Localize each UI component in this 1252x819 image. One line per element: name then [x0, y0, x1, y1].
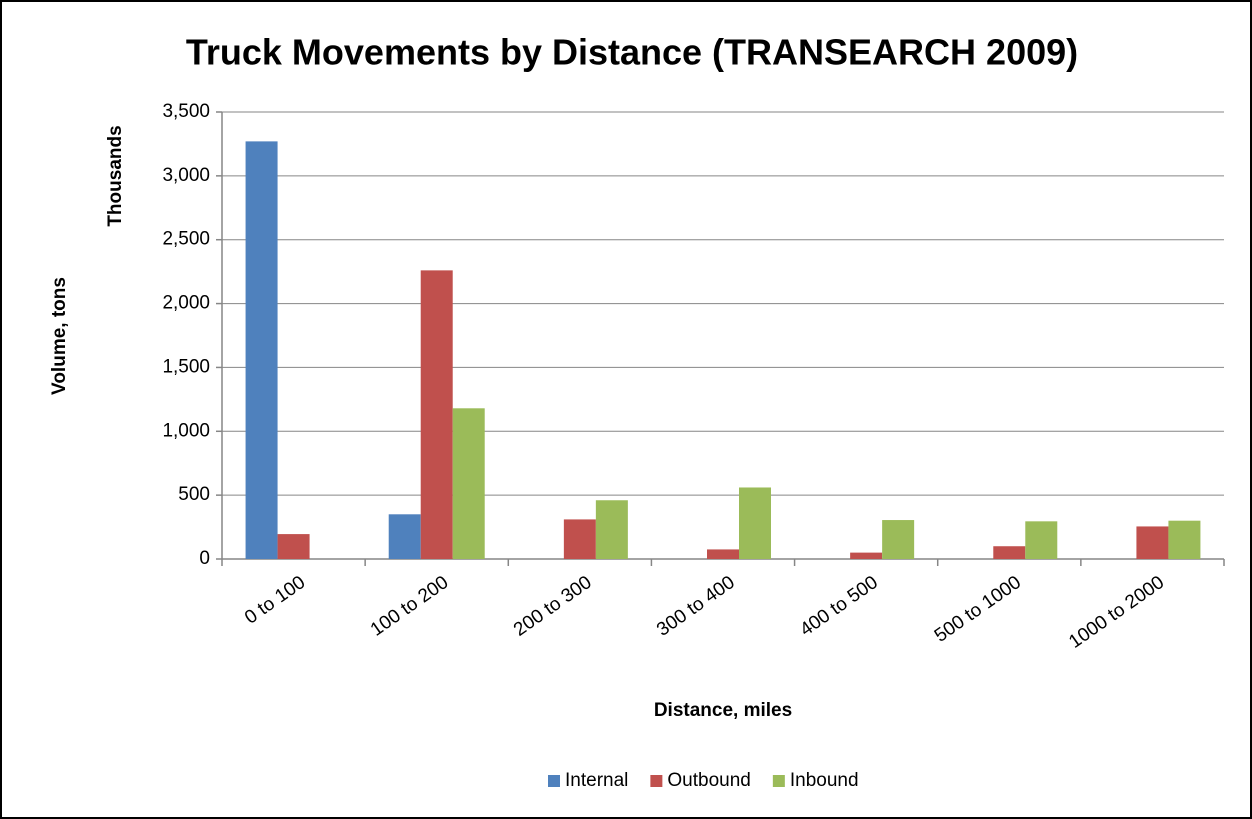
bar [1136, 526, 1169, 559]
y-tick-label: 1,500 [162, 356, 210, 377]
bar [739, 487, 771, 559]
bar [1168, 520, 1201, 559]
bar [388, 514, 421, 559]
x-axis-title: Distance, miles [654, 700, 792, 721]
bar [850, 552, 883, 559]
y-tick-label: 2,500 [162, 229, 210, 250]
y-tick-label: 2,000 [162, 293, 210, 314]
chart-title: Truck Movements by Distance (TRANSEARCH … [186, 32, 1078, 73]
bar [452, 408, 485, 559]
bar [993, 546, 1026, 559]
legend-swatch [772, 775, 785, 787]
y-tick-label: 1,000 [162, 420, 210, 441]
bar [563, 519, 596, 559]
y-tick-label: 3,500 [162, 101, 210, 122]
y-tick-label: 0 [199, 548, 210, 569]
bar [882, 520, 915, 559]
y-axis-title: Volume, tons [49, 277, 70, 395]
y-tick-label: 3,000 [162, 165, 210, 186]
bar [707, 549, 739, 559]
legend-label: Outbound [667, 770, 750, 791]
bar [245, 141, 278, 560]
legend-swatch [548, 775, 560, 787]
bar [277, 534, 310, 559]
bar [420, 270, 453, 559]
legend-label: Inbound [790, 770, 859, 791]
y-unit-label: Thousands [105, 125, 126, 226]
legend-label: Internal [565, 770, 628, 791]
y-tick-label: 500 [178, 484, 210, 505]
bar [595, 500, 628, 559]
bar [1025, 521, 1058, 559]
legend-swatch [650, 775, 663, 787]
